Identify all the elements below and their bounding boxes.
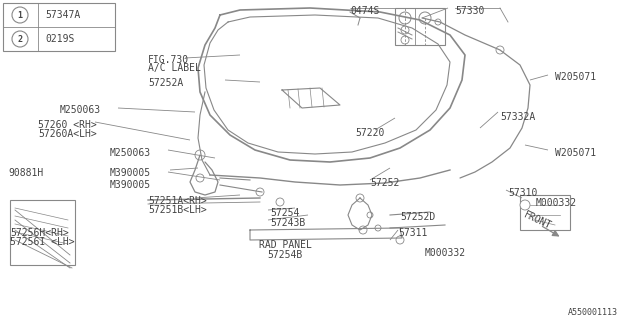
Text: 57256H<RH>: 57256H<RH> [10,228,68,238]
Bar [10,200,75,265]
Text: 57251B<LH>: 57251B<LH> [148,205,207,215]
Text: W205071: W205071 [555,148,596,158]
Text: 57311: 57311 [398,228,428,238]
Text: 57251A<RH>: 57251A<RH> [148,196,207,206]
Text: M390005: M390005 [110,180,151,190]
Circle shape [375,225,381,231]
Circle shape [12,31,28,47]
Text: M250063: M250063 [110,148,151,158]
Text: 0474S: 0474S [350,6,380,16]
Text: 0219S: 0219S [45,34,74,44]
Circle shape [399,12,411,24]
Text: FRONT: FRONT [522,209,553,231]
Bar [520,195,570,230]
Circle shape [196,174,204,182]
Circle shape [520,200,530,210]
Text: 57252: 57252 [370,178,399,188]
Text: 57256I <LH>: 57256I <LH> [10,237,75,247]
Text: RAD PANEL: RAD PANEL [259,240,312,250]
Text: FIG.730: FIG.730 [148,55,189,65]
Circle shape [195,150,205,160]
Text: M250063: M250063 [60,105,101,115]
Circle shape [419,12,431,24]
Text: 57252A: 57252A [148,78,183,88]
Text: 57347A: 57347A [45,10,80,20]
Text: 2: 2 [17,35,22,44]
Text: A550001113: A550001113 [568,308,618,317]
Text: 57254B: 57254B [268,250,303,260]
Text: 90881H: 90881H [8,168,44,178]
Text: 57260A<LH>: 57260A<LH> [38,129,97,139]
Text: W205071: W205071 [555,72,596,82]
Circle shape [396,236,404,244]
Circle shape [276,198,284,206]
Text: M000332: M000332 [425,248,466,258]
Circle shape [435,19,441,25]
Text: 57243B: 57243B [270,218,305,228]
Circle shape [496,46,504,54]
Text: 57254: 57254 [270,208,300,218]
Text: A/C LABEL: A/C LABEL [148,63,201,73]
Text: 57332A: 57332A [500,112,535,122]
Circle shape [367,212,373,218]
Text: 57220: 57220 [355,128,385,138]
Text: 57310: 57310 [508,188,538,198]
Bar [3,3,115,51]
Text: 57260 <RH>: 57260 <RH> [38,120,97,130]
Circle shape [359,226,367,234]
Text: 1: 1 [17,11,22,20]
Circle shape [401,26,409,34]
Text: M390005: M390005 [110,168,151,178]
Bar [395,8,445,45]
Text: 57330: 57330 [455,6,484,16]
Circle shape [12,7,28,23]
Text: 57252D: 57252D [400,212,435,222]
Circle shape [356,194,364,202]
Circle shape [401,36,409,44]
Text: M000332: M000332 [536,198,577,208]
Circle shape [256,188,264,196]
